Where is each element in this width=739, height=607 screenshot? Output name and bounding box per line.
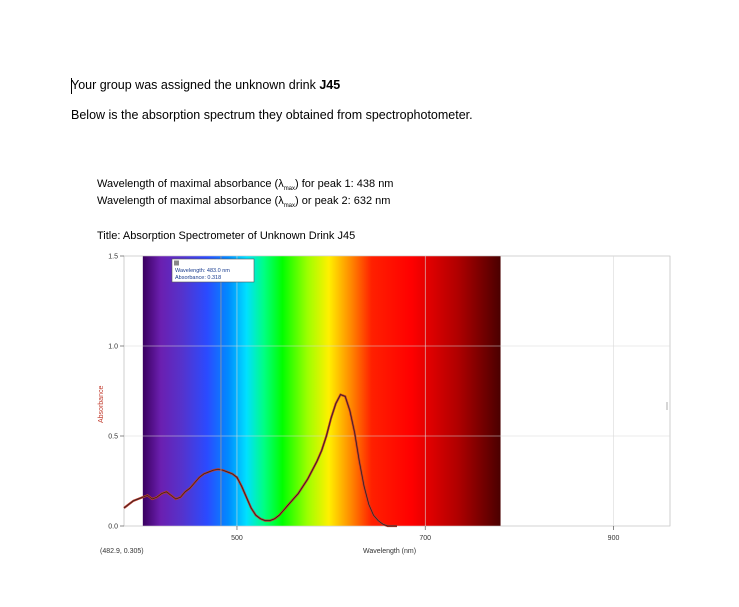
peak1-prefix: Wavelength of maximal absorbance ( — [97, 178, 279, 190]
x-axis-label: Wavelength (nm) — [363, 548, 416, 555]
cursor-readout: (482.9, 0.305) — [100, 548, 144, 555]
lambda-sub: max — [283, 186, 296, 193]
x-tick-label: 500 — [231, 535, 243, 542]
lambda-symbol: λ — [278, 195, 284, 207]
y-tick-label: 1.5 — [108, 254, 118, 261]
peak2-line: Wavelength of maximal absorbance (λmax) … — [97, 195, 390, 209]
grid-lines — [124, 255, 670, 527]
description-line: Below is the absorption spectrum they ob… — [71, 108, 473, 122]
y-tick-label: 1.0 — [108, 344, 118, 351]
drink-code: J45 — [319, 78, 341, 92]
x-tick-label: 900 — [608, 535, 620, 542]
lambda-symbol: λ — [278, 178, 284, 190]
y-tick-label: 0.0 — [108, 524, 118, 531]
y-axis-label: Absorbance — [98, 386, 105, 423]
assignment-text: Your group was assigned the unknown drin… — [71, 78, 320, 92]
examine-absorbance-text: Absorbance: 0.318 — [175, 275, 221, 281]
text-cursor — [71, 78, 72, 94]
examine-box-frame — [171, 258, 255, 283]
lambda-sub: max — [283, 203, 296, 210]
peak2-prefix: Wavelength of maximal absorbance ( — [97, 195, 279, 207]
examine-box-handle[interactable] — [174, 260, 179, 266]
axes: 0.0 0.5 1.0 1.5 500 700 900 — [108, 254, 619, 543]
examine-box[interactable]: Wavelength: 483.0 nm Absorbance: 0.318 — [171, 258, 255, 283]
y-tick-label: 0.5 — [108, 434, 118, 441]
peak1-line: Wavelength of maximal absorbance (λmax) … — [97, 178, 393, 192]
examine-wavelength-text: Wavelength: 483.0 nm — [175, 268, 230, 274]
spectrum-background — [142, 256, 501, 526]
assignment-line: Your group was assigned the unknown drin… — [71, 78, 340, 92]
peak2-suffix: ) or peak 2: 632 nm — [295, 195, 391, 207]
chart-title: Title: Absorption Spectrometer of Unknow… — [97, 230, 356, 242]
absorbance-series-core — [123, 394, 397, 527]
x-tick-label: 700 — [419, 535, 431, 542]
peak1-suffix: ) for peak 1: 438 nm — [295, 178, 394, 190]
